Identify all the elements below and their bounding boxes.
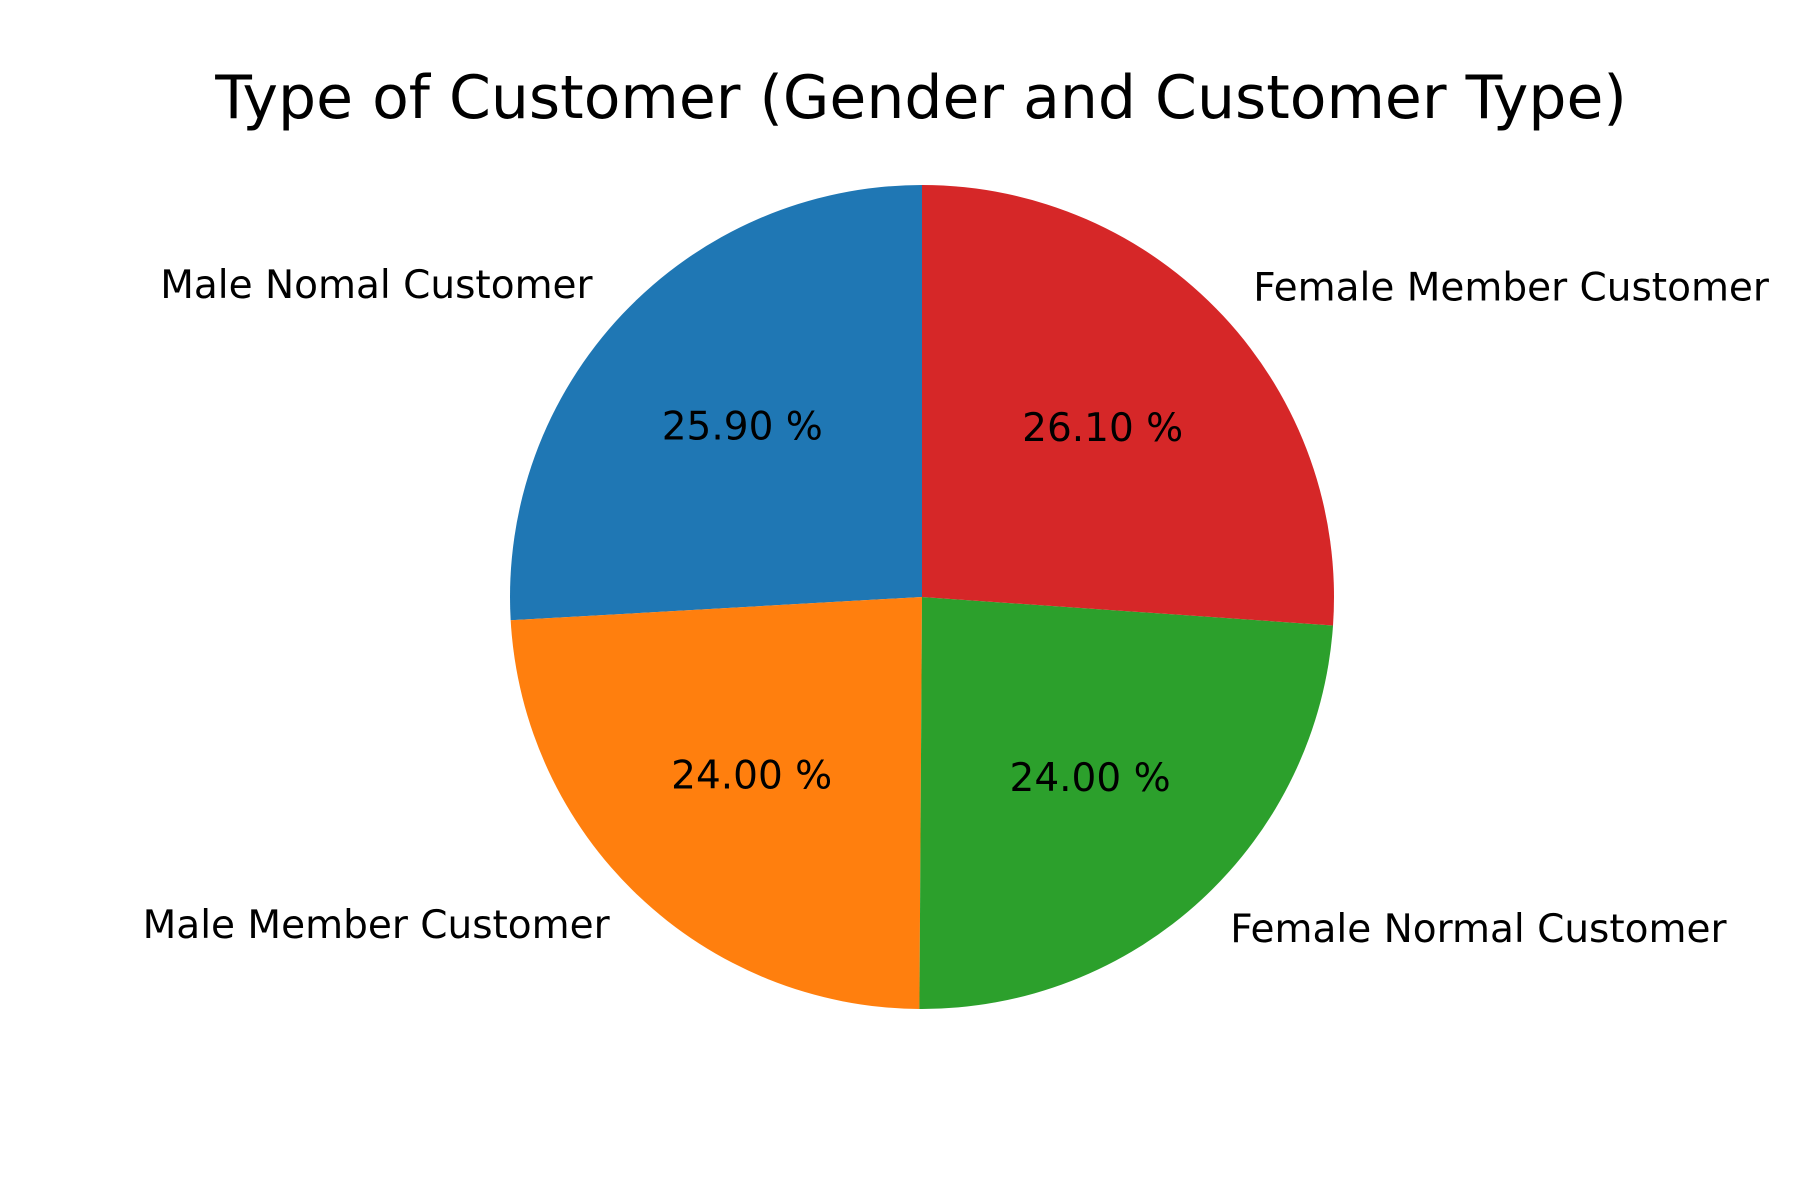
percent-label-female-normal-customer: 24.00 % — [1010, 756, 1171, 801]
pie-slice-male-nomal-customer — [510, 185, 922, 621]
slice-label-female-member-customer: Female Member Customer — [1253, 265, 1770, 310]
pie-slice-male-member-customer — [510, 597, 922, 1009]
percent-label-male-member-customer: 24.00 % — [671, 754, 832, 799]
pie-slice-female-member-customer — [922, 185, 1335, 626]
slice-label-female-normal-customer: Female Normal Customer — [1230, 907, 1727, 952]
slice-label-male-nomal-customer: Male Nomal Customer — [160, 263, 593, 308]
percent-label-female-member-customer: 26.10 % — [1022, 406, 1183, 451]
chart-title: Type of Customer (Gender and Customer Ty… — [214, 63, 1627, 133]
pie-slices — [510, 185, 1335, 1009]
pie-slice-female-normal-customer — [919, 597, 1334, 1009]
percent-label-male-nomal-customer: 25.90 % — [662, 405, 823, 450]
pie-labels: Male Nomal Customer 25.90 % Male Member Cu… — [143, 263, 1770, 952]
slice-label-male-member-customer: Male Member Customer — [143, 903, 611, 948]
